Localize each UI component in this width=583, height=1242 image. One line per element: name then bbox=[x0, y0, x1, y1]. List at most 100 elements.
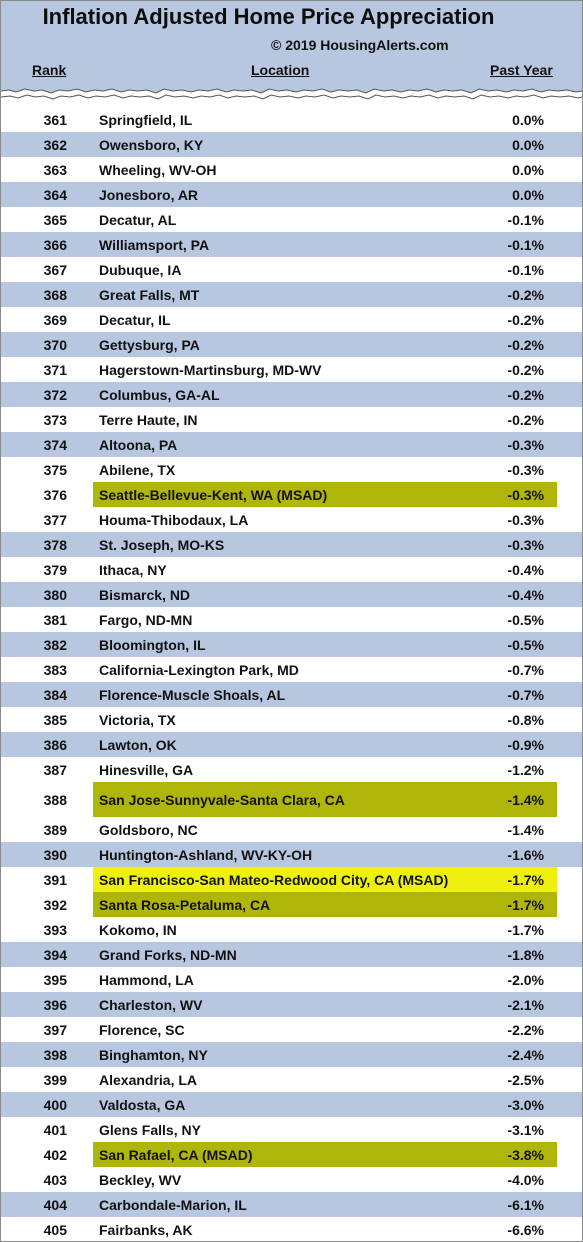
location-cell: Seattle-Bellevue-Kent, WA (MSAD) bbox=[99, 486, 328, 503]
table-body: 361 Springfield, IL 0.0% 362 Owensboro, KY 0.… bbox=[1, 107, 582, 1241]
location-cell: San Jose-Sunnyvale-Santa Clara, CA bbox=[99, 791, 345, 808]
rank-cell: 395 bbox=[43, 971, 67, 988]
table-row: 386 Lawton, OK -0.9% bbox=[1, 732, 582, 757]
rank-cell: 398 bbox=[43, 1046, 67, 1063]
past-year-cell: -1.8% bbox=[507, 946, 544, 963]
rank-cell: 397 bbox=[43, 1021, 67, 1038]
past-year-cell: -0.2% bbox=[507, 386, 544, 403]
location-cell: San Francisco-San Mateo-Redwood City, CA… bbox=[99, 871, 449, 888]
rank-cell: 374 bbox=[43, 436, 67, 453]
rank-cell: 396 bbox=[43, 996, 67, 1013]
location-cell: Lawton, OK bbox=[99, 736, 177, 753]
location-cell: Fairbanks, AK bbox=[99, 1221, 193, 1238]
torn-edge-divider bbox=[1, 82, 582, 106]
table-row: 400 Valdosta, GA -3.0% bbox=[1, 1092, 582, 1117]
location-cell: Ithaca, NY bbox=[99, 561, 167, 578]
table-row: 384 Florence-Muscle Shoals, AL -0.7% bbox=[1, 682, 582, 707]
past-year-cell: -0.1% bbox=[507, 236, 544, 253]
past-year-cell: -2.0% bbox=[507, 971, 544, 988]
table-row: 392 Santa Rosa-Petaluma, CA -1.7% bbox=[1, 892, 582, 917]
past-year-cell: -1.4% bbox=[507, 791, 544, 808]
location-cell: Huntington-Ashland, WV-KY-OH bbox=[99, 846, 313, 863]
past-year-cell: -6.1% bbox=[507, 1196, 544, 1213]
past-year-cell: -0.3% bbox=[507, 536, 544, 553]
table-row: 401 Glens Falls, NY -3.1% bbox=[1, 1117, 582, 1142]
table-row: 405 Fairbanks, AK -6.6% bbox=[1, 1217, 582, 1241]
rank-cell: 364 bbox=[43, 186, 67, 203]
rank-cell: 404 bbox=[43, 1196, 67, 1213]
location-cell: Columbus, GA-AL bbox=[99, 386, 220, 403]
past-year-cell: -0.8% bbox=[507, 711, 544, 728]
past-year-cell: -0.1% bbox=[507, 261, 544, 278]
rank-cell: 363 bbox=[43, 161, 67, 178]
past-year-cell: -1.4% bbox=[507, 821, 544, 838]
past-year-cell: -0.2% bbox=[507, 361, 544, 378]
rank-cell: 361 bbox=[43, 111, 67, 128]
past-year-cell: -1.7% bbox=[507, 896, 544, 913]
table-row: 369 Decatur, IL -0.2% bbox=[1, 307, 582, 332]
past-year-cell: -0.3% bbox=[507, 486, 544, 503]
past-year-cell: -2.2% bbox=[507, 1021, 544, 1038]
past-year-cell: -1.7% bbox=[507, 921, 544, 938]
location-cell: Dubuque, IA bbox=[99, 261, 182, 278]
location-cell: Hagerstown-Martinsburg, MD-WV bbox=[99, 361, 322, 378]
rank-cell: 405 bbox=[43, 1221, 67, 1238]
table-row: 362 Owensboro, KY 0.0% bbox=[1, 132, 582, 157]
table-row: 402 San Rafael, CA (MSAD) -3.8% bbox=[1, 1142, 582, 1167]
table-row: 393 Kokomo, IN -1.7% bbox=[1, 917, 582, 942]
location-cell: Terre Haute, IN bbox=[99, 411, 198, 428]
table-row: 395 Hammond, LA -2.0% bbox=[1, 967, 582, 992]
table-row: 404 Carbondale-Marion, IL -6.1% bbox=[1, 1192, 582, 1217]
past-year-cell: -0.7% bbox=[507, 661, 544, 678]
location-cell: Charleston, WV bbox=[99, 996, 203, 1013]
location-cell: Glens Falls, NY bbox=[99, 1121, 201, 1138]
column-header-past-year: Past Year bbox=[490, 62, 553, 78]
rank-cell: 380 bbox=[43, 586, 67, 603]
location-cell: Great Falls, MT bbox=[99, 286, 200, 303]
location-cell: Bloomington, IL bbox=[99, 636, 206, 653]
table-row: 368 Great Falls, MT -0.2% bbox=[1, 282, 582, 307]
rank-cell: 362 bbox=[43, 136, 67, 153]
table-row: 367 Dubuque, IA -0.1% bbox=[1, 257, 582, 282]
table-row: 388 San Jose-Sunnyvale-Santa Clara, CA -1.… bbox=[1, 782, 582, 817]
location-cell: Jonesboro, AR bbox=[99, 186, 199, 203]
past-year-cell: -0.2% bbox=[507, 336, 544, 353]
location-cell: Goldsboro, NC bbox=[99, 821, 198, 838]
location-cell: Fargo, ND-MN bbox=[99, 611, 193, 628]
rank-cell: 377 bbox=[43, 511, 67, 528]
table-row: 361 Springfield, IL 0.0% bbox=[1, 107, 582, 132]
past-year-cell: -1.2% bbox=[507, 761, 544, 778]
table-row: 389 Goldsboro, NC -1.4% bbox=[1, 817, 582, 842]
rank-cell: 385 bbox=[43, 711, 67, 728]
rank-cell: 368 bbox=[43, 286, 67, 303]
table-row: 387 Hinesville, GA -1.2% bbox=[1, 757, 582, 782]
location-cell: Owensboro, KY bbox=[99, 136, 204, 153]
past-year-cell: -0.3% bbox=[507, 436, 544, 453]
past-year-cell: -0.2% bbox=[507, 411, 544, 428]
table-row: 390 Huntington-Ashland, WV-KY-OH -1.6% bbox=[1, 842, 582, 867]
past-year-cell: -2.1% bbox=[507, 996, 544, 1013]
rank-cell: 387 bbox=[43, 761, 67, 778]
table-row: 378 St. Joseph, MO-KS -0.3% bbox=[1, 532, 582, 557]
rank-cell: 376 bbox=[43, 486, 67, 503]
table-row: 382 Bloomington, IL -0.5% bbox=[1, 632, 582, 657]
location-cell: Houma-Thibodaux, LA bbox=[99, 511, 249, 528]
past-year-cell: -1.6% bbox=[507, 846, 544, 863]
rank-cell: 391 bbox=[43, 871, 67, 888]
rank-cell: 370 bbox=[43, 336, 67, 353]
table-row: 398 Binghamton, NY -2.4% bbox=[1, 1042, 582, 1067]
rank-cell: 400 bbox=[43, 1096, 67, 1113]
table-row: 399 Alexandria, LA -2.5% bbox=[1, 1067, 582, 1092]
rank-cell: 366 bbox=[43, 236, 67, 253]
rank-cell: 369 bbox=[43, 311, 67, 328]
past-year-cell: -0.4% bbox=[507, 561, 544, 578]
past-year-cell: 0.0% bbox=[512, 186, 544, 203]
table-row: 375 Abilene, TX -0.3% bbox=[1, 457, 582, 482]
rank-cell: 373 bbox=[43, 411, 67, 428]
rank-cell: 382 bbox=[43, 636, 67, 653]
past-year-cell: -3.0% bbox=[507, 1096, 544, 1113]
rank-cell: 375 bbox=[43, 461, 67, 478]
rank-cell: 371 bbox=[43, 361, 67, 378]
past-year-cell: 0.0% bbox=[512, 111, 544, 128]
